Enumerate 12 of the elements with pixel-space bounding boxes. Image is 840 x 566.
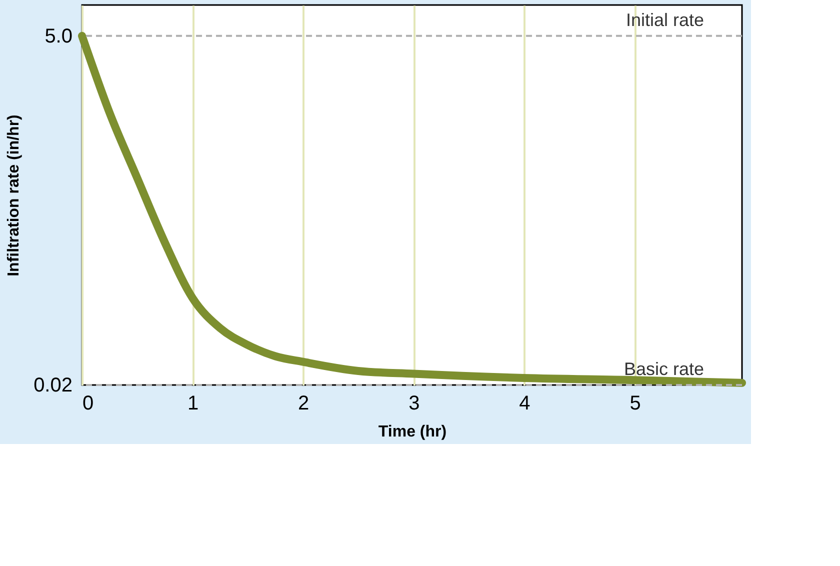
x-tick-label: 1 bbox=[187, 392, 199, 414]
y-tick-label: 0.02 bbox=[34, 374, 72, 396]
ref-line-label: Basic rate bbox=[624, 359, 704, 379]
x-tick-label: 0 bbox=[82, 392, 94, 414]
ref-line-label: Initial rate bbox=[626, 10, 704, 30]
x-axis-title: Time (hr) bbox=[378, 424, 447, 440]
y-axis-title: Infiltration rate (in/hr) bbox=[6, 114, 23, 276]
y-tick-label: 5.0 bbox=[44, 25, 72, 48]
x-tick-label: 3 bbox=[408, 392, 420, 414]
x-tick-label: 5 bbox=[630, 392, 641, 414]
x-tick-label: 2 bbox=[298, 392, 310, 414]
x-tick-label: 4 bbox=[519, 392, 530, 414]
